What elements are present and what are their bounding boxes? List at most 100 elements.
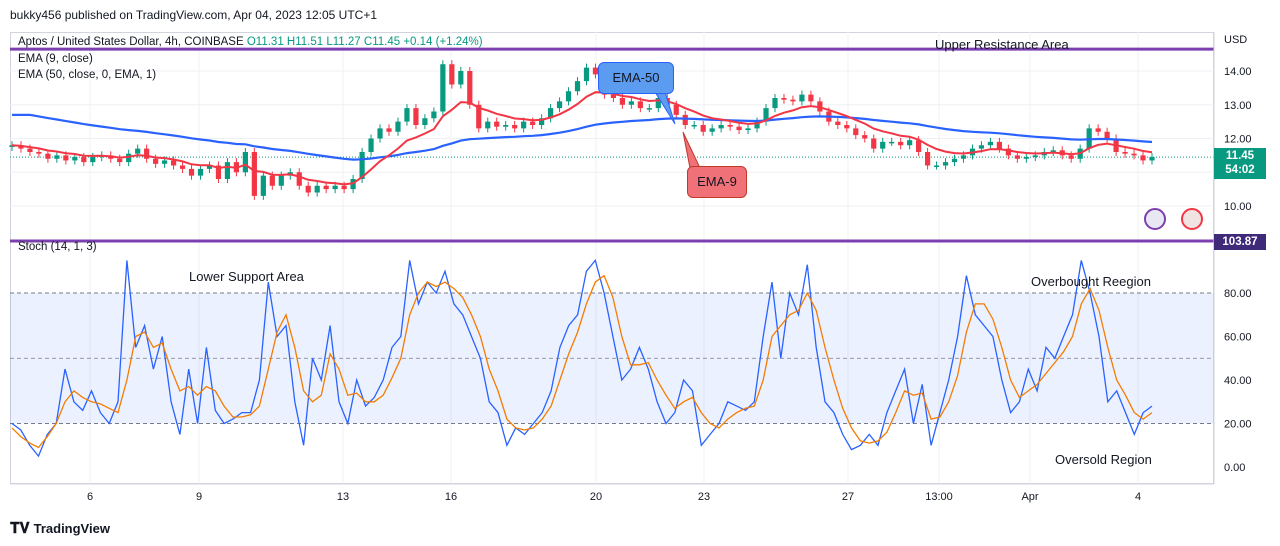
stoch-d-line <box>11 274 1153 449</box>
ohlc-low: L11.27 <box>326 36 361 48</box>
candle-body <box>583 67 590 82</box>
candle-body <box>413 108 419 125</box>
ema-50-callout: EMA-50 <box>598 62 674 94</box>
resistance-price-badge: 103.87 <box>1214 234 1266 250</box>
candle-body <box>610 94 617 98</box>
ema-50-legend: EMA (50, close, 0, EMA, 1) <box>18 69 157 81</box>
candle-body <box>179 165 186 169</box>
overbought-label: Overbought Reegion <box>1031 274 1151 289</box>
candle-body <box>81 157 87 163</box>
candle-body <box>440 64 446 112</box>
lower-support-label: Lower Support Area <box>189 269 304 284</box>
candle-body <box>135 148 141 154</box>
candle-body <box>170 160 177 166</box>
candle-body <box>161 160 168 164</box>
ema-9-line <box>11 91 1153 186</box>
stoch-tick-label: 80.00 <box>1224 288 1252 300</box>
price-tick-label: 13.00 <box>1224 100 1252 112</box>
candle-body <box>700 125 706 132</box>
candle-body <box>556 101 563 109</box>
tradingview-brand[interactable]: 𝐓𝐕 TradingView <box>10 520 110 537</box>
stoch-tick-label: 60.00 <box>1224 332 1252 344</box>
candle-body <box>117 158 123 163</box>
candle-body <box>530 121 536 125</box>
time-tick-label: 9 <box>196 491 202 503</box>
candle-body <box>188 168 195 176</box>
candle-body <box>341 185 347 190</box>
candle-body <box>745 128 751 131</box>
time-tick-label: 6 <box>87 491 93 503</box>
ohlc-high: H11.51 <box>286 36 324 48</box>
candle-body <box>197 168 204 176</box>
candle-body <box>853 128 859 136</box>
candle-body <box>323 185 329 190</box>
candle-body <box>996 141 1003 149</box>
candle-body <box>1005 148 1011 156</box>
candle-body <box>808 94 814 102</box>
candle-body <box>862 135 868 139</box>
candle-body <box>45 153 51 159</box>
candle-body <box>933 165 940 167</box>
candle-body <box>18 145 24 149</box>
candle-body <box>924 152 931 166</box>
candle-body <box>467 71 473 105</box>
candle-body <box>951 158 958 163</box>
candle-body <box>1068 155 1074 159</box>
candle-body <box>691 125 697 127</box>
candle-body <box>655 98 661 109</box>
candle-body <box>709 128 715 132</box>
candle-body <box>485 121 491 129</box>
ema-9-legend: EMA (9, close) <box>18 53 93 65</box>
stoch-k-line <box>11 259 1153 458</box>
candle-body <box>987 141 994 146</box>
price-legend: Aptos / United States Dollar, 4h, COINBA… <box>18 36 483 48</box>
candle-body <box>449 64 455 85</box>
candle-body <box>880 141 886 149</box>
candle-body <box>63 155 69 161</box>
candle-body <box>1122 152 1128 154</box>
candle-body <box>574 81 581 92</box>
candle-body <box>916 140 922 152</box>
candle-body <box>251 152 257 196</box>
candle-body <box>1131 153 1137 156</box>
candle-body <box>153 158 159 164</box>
candle-body <box>898 141 904 146</box>
candle-body <box>673 104 679 115</box>
candle-body <box>799 94 805 102</box>
ema-50-line <box>12 113 1153 161</box>
candle-body <box>592 67 599 75</box>
candle-body <box>395 121 401 132</box>
price-tick-label: 14.00 <box>1224 66 1252 78</box>
time-tick-label: 23 <box>698 491 710 503</box>
candle-body <box>942 162 949 166</box>
time-tick-label: 4 <box>1135 491 1141 503</box>
candle-body <box>386 128 392 132</box>
candle-body <box>126 153 132 163</box>
time-tick-label: Apr <box>1021 491 1038 503</box>
candle-body <box>790 99 796 102</box>
candle-body <box>754 121 760 129</box>
candle-body <box>547 108 554 119</box>
stoch-tick-label: 20.00 <box>1224 419 1252 431</box>
time-tick-label: 16 <box>445 491 457 503</box>
candle-body <box>476 104 482 129</box>
time-tick-label: 13 <box>337 491 349 503</box>
candle-body <box>682 114 688 125</box>
candle-body <box>978 145 985 149</box>
time-tick-label: 13:00 <box>925 491 953 503</box>
ohlc-close: C11.45 <box>363 36 401 48</box>
candle-body <box>314 185 320 193</box>
candle-body <box>871 138 877 149</box>
candle-body <box>27 148 33 152</box>
candle-body <box>1014 155 1020 159</box>
candle-body <box>772 98 778 109</box>
flag-icon <box>1181 208 1203 230</box>
candle-body <box>54 155 60 159</box>
candle-body <box>844 125 850 129</box>
candle-body <box>1104 131 1110 139</box>
candle-body <box>1023 157 1029 159</box>
time-tick-label: 27 <box>842 491 854 503</box>
candle-body <box>377 128 383 139</box>
last-price-badge: 11.45 54:02 <box>1214 148 1266 179</box>
